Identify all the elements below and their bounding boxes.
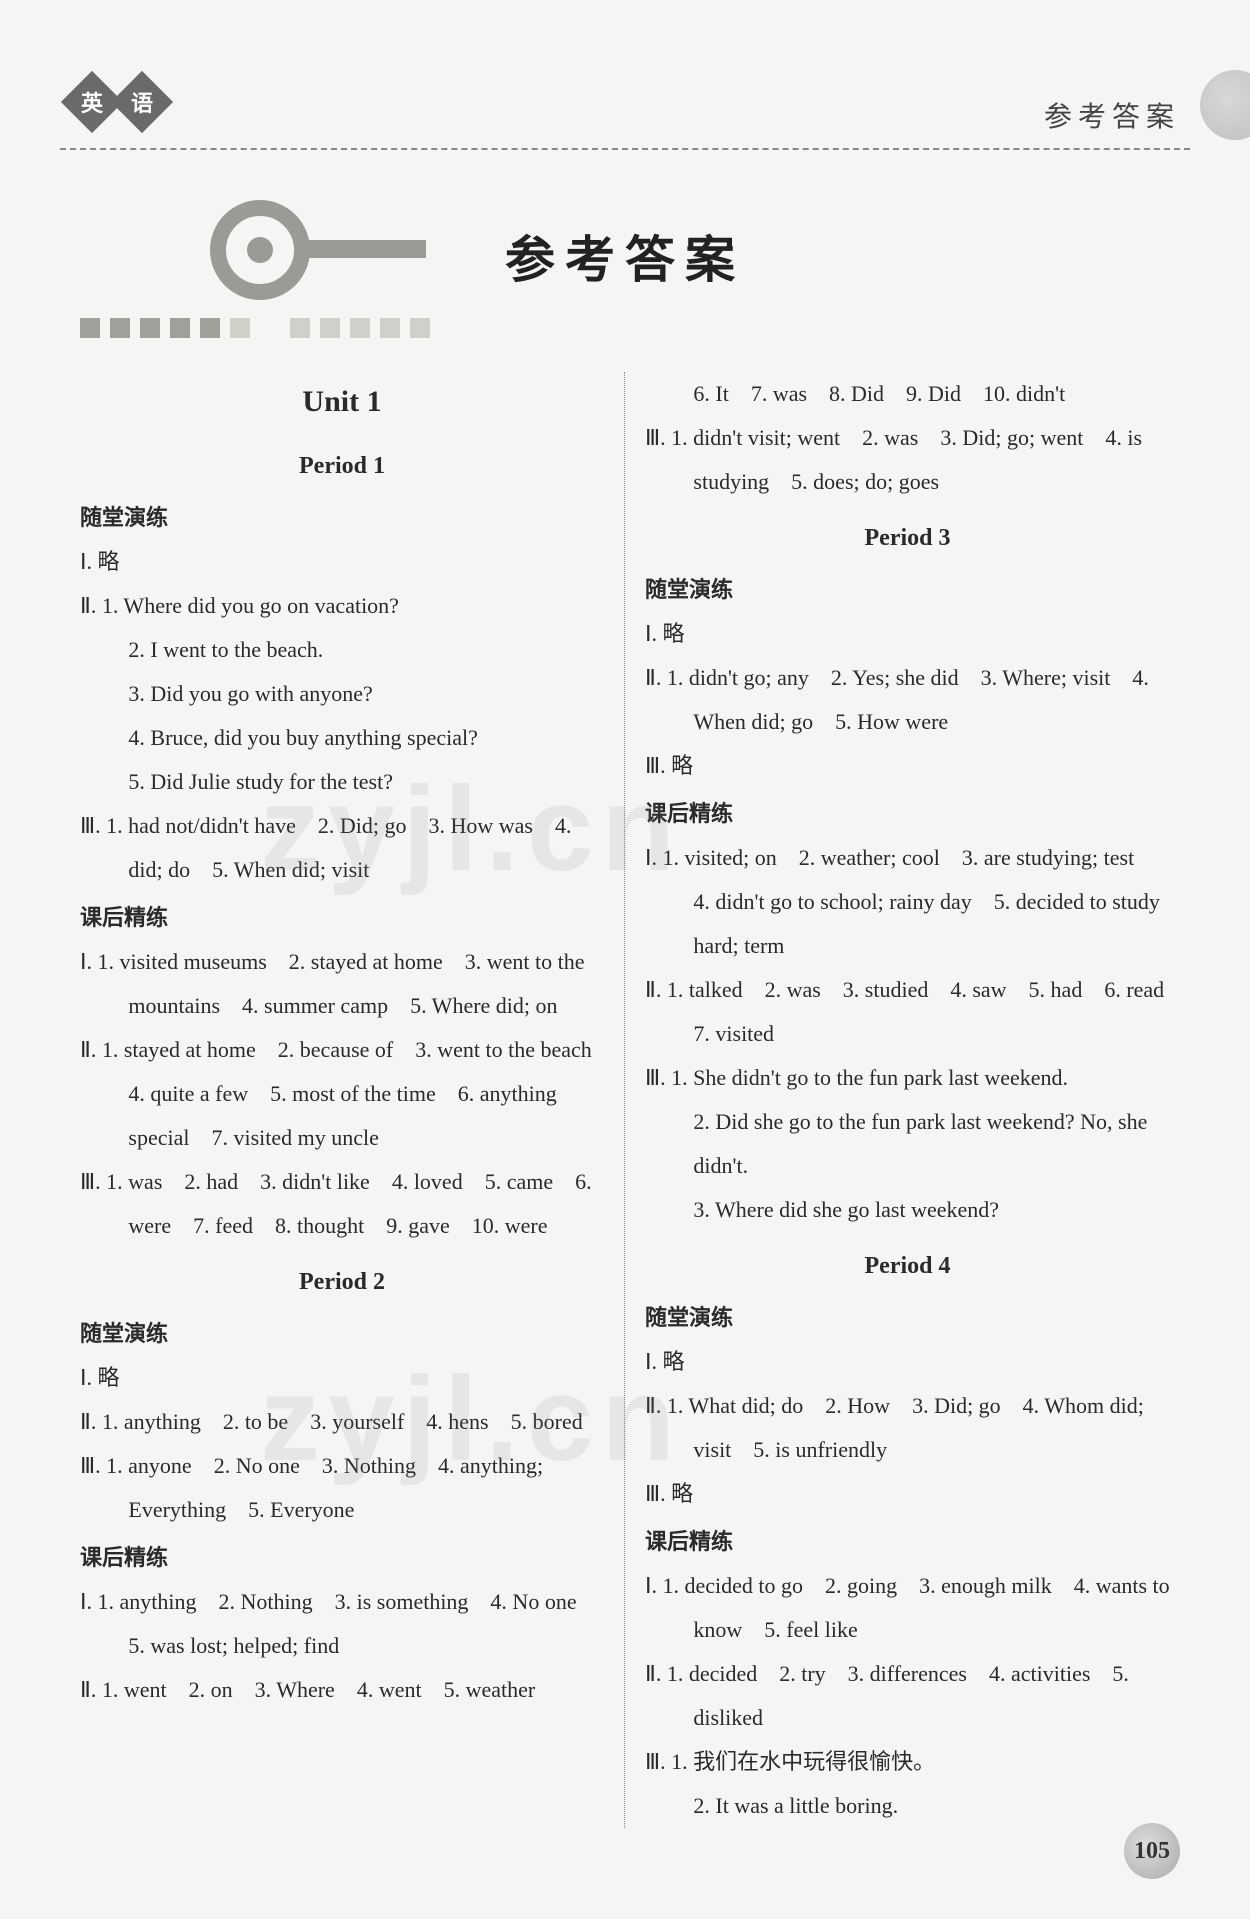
answer-line: Ⅲ. 略	[645, 744, 1170, 788]
answer-line: 2. I went to the beach.	[80, 628, 604, 672]
answer-line: Ⅰ. 1. visited; on 2. weather; cool 3. ar…	[645, 836, 1170, 968]
period-title: Period 3	[645, 514, 1170, 562]
section-label: 随堂演练	[645, 1296, 1170, 1340]
unit-title: Unit 1	[80, 372, 604, 432]
section-label: 课后精练	[80, 896, 604, 940]
answer-line: Ⅲ. 略	[645, 1472, 1170, 1516]
answer-line: Ⅱ. 1. Where did you go on vacation?	[80, 584, 604, 628]
answer-line: Ⅱ. 1. didn't go; any 2. Yes; she did 3. …	[645, 656, 1170, 744]
answer-line: Ⅲ. 1. was 2. had 3. didn't like 4. loved…	[80, 1160, 604, 1248]
header-section-label: 参考答案	[1044, 95, 1180, 135]
answer-line: Ⅲ. 1. didn't visit; went 2. was 3. Did; …	[645, 416, 1170, 504]
answer-line: Ⅰ. 1. decided to go 2. going 3. enough m…	[645, 1564, 1170, 1652]
answer-line: Ⅱ. 1. What did; do 2. How 3. Did; go 4. …	[645, 1384, 1170, 1472]
period-title: Period 4	[645, 1242, 1170, 1290]
answer-line: Ⅰ. 1. anything 2. Nothing 3. is somethin…	[80, 1580, 604, 1668]
answer-line: Ⅲ. 1. anyone 2. No one 3. Nothing 4. any…	[80, 1444, 604, 1532]
right-column: 6. It 7. was 8. Did 9. Did 10. didn't Ⅲ.…	[625, 372, 1190, 1828]
corner-decoration	[1200, 70, 1250, 140]
answer-line: 4. Bruce, did you buy anything special?	[80, 716, 604, 760]
answer-line: Ⅲ. 1. had not/didn't have 2. Did; go 3. …	[80, 804, 604, 892]
title-block: 参考答案	[0, 220, 1250, 292]
left-column: Unit 1 Period 1 随堂演练 Ⅰ. 略 Ⅱ. 1. Where di…	[60, 372, 625, 1828]
section-label: 随堂演练	[80, 496, 604, 540]
answer-line: Ⅰ. 1. visited museums 2. stayed at home …	[80, 940, 604, 1028]
answer-line: Ⅱ. 1. anything 2. to be 3. yourself 4. h…	[80, 1400, 604, 1444]
key-icon	[90, 200, 430, 338]
answer-line: Ⅰ. 略	[80, 1356, 604, 1400]
period-title: Period 1	[80, 442, 604, 490]
section-label: 课后精练	[80, 1536, 604, 1580]
content-columns: Unit 1 Period 1 随堂演练 Ⅰ. 略 Ⅱ. 1. Where di…	[60, 372, 1190, 1828]
answer-line: Ⅱ. 1. talked 2. was 3. studied 4. saw 5.…	[645, 968, 1170, 1056]
period-title: Period 2	[80, 1258, 604, 1306]
section-label: 课后精练	[645, 1520, 1170, 1564]
answer-line: 5. Did Julie study for the test?	[80, 760, 604, 804]
answer-line: 2. Did she go to the fun park last weeke…	[645, 1100, 1170, 1188]
page-number: 105	[1124, 1823, 1180, 1879]
badge-yu: 语	[111, 71, 173, 133]
section-label: 课后精练	[645, 792, 1170, 836]
answer-line: Ⅰ. 略	[645, 612, 1170, 656]
answer-line: Ⅰ. 略	[645, 1340, 1170, 1384]
answer-line: 2. It was a little boring.	[645, 1784, 1170, 1828]
answer-line: Ⅱ. 1. went 2. on 3. Where 4. went 5. wea…	[80, 1668, 604, 1712]
answer-line: Ⅲ. 1. 我们在水中玩得很愉快。	[645, 1740, 1170, 1784]
page-header: 英 语 参考答案	[60, 40, 1190, 150]
subject-badges: 英 语	[70, 80, 164, 124]
answer-line: Ⅲ. 1. She didn't go to the fun park last…	[645, 1056, 1170, 1100]
answer-line: Ⅱ. 1. decided 2. try 3. differences 4. a…	[645, 1652, 1170, 1740]
section-label: 随堂演练	[645, 568, 1170, 612]
section-label: 随堂演练	[80, 1312, 604, 1356]
answer-line: Ⅰ. 略	[80, 540, 604, 584]
answer-line: 3. Did you go with anyone?	[80, 672, 604, 716]
answer-line: 6. It 7. was 8. Did 9. Did 10. didn't	[645, 372, 1170, 416]
answer-line: Ⅱ. 1. stayed at home 2. because of 3. we…	[80, 1028, 604, 1160]
answer-line: 3. Where did she go last weekend?	[645, 1188, 1170, 1232]
